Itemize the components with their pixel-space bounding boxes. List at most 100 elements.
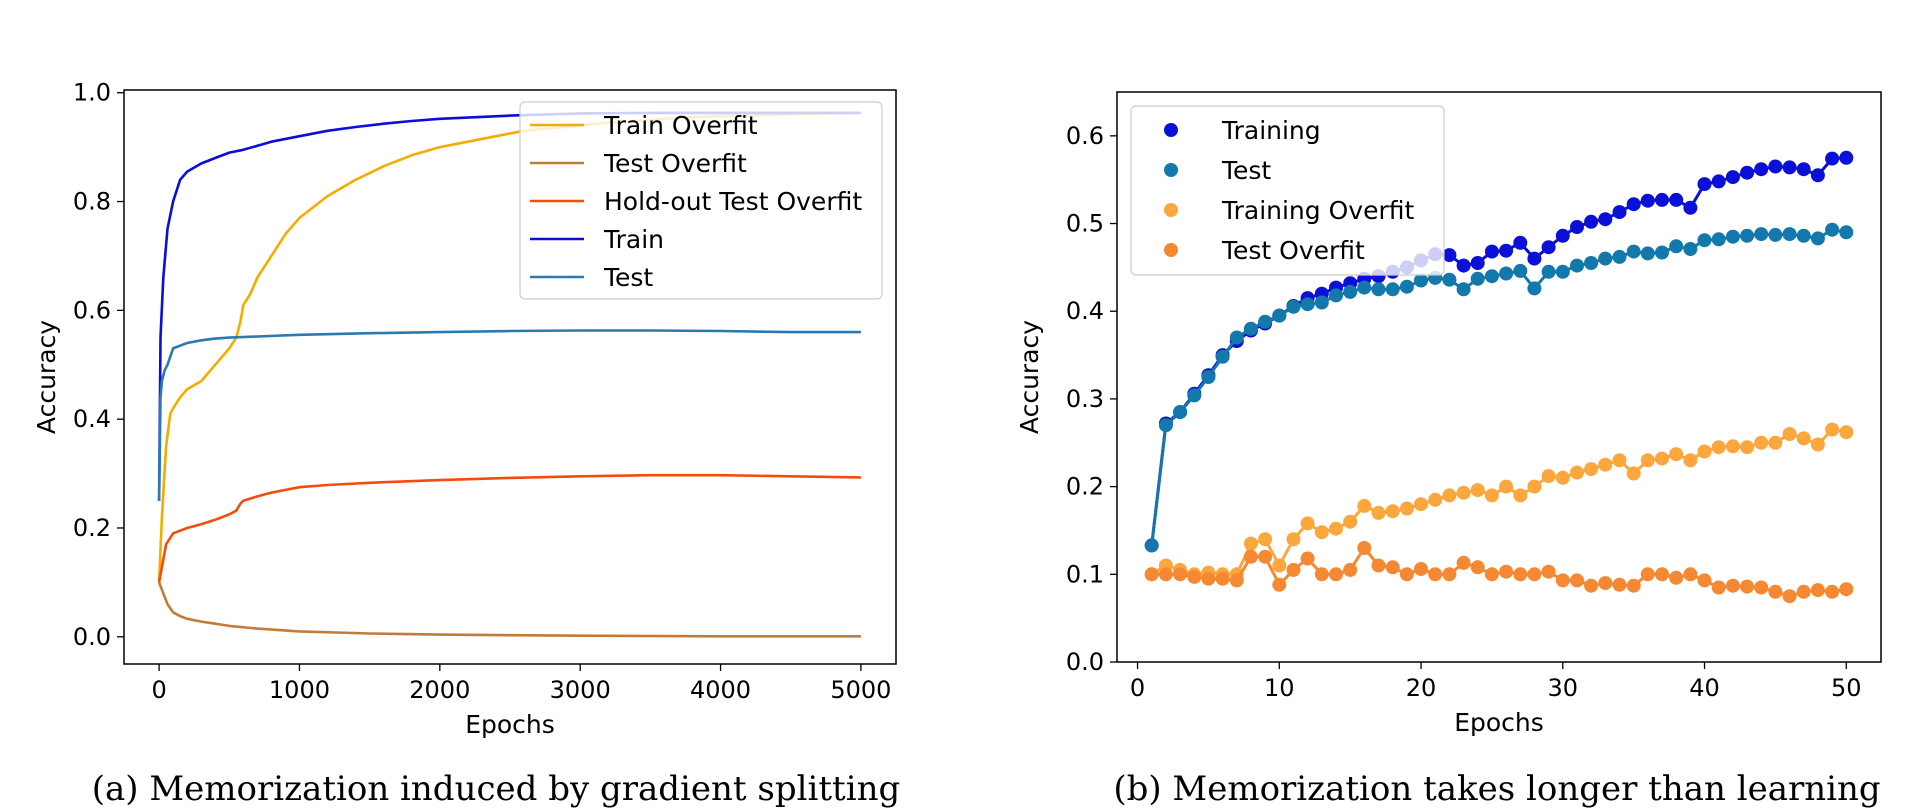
panel-b-point-training-overfit <box>1655 451 1669 466</box>
panel-b-point-test <box>1725 229 1740 244</box>
panel-b-point-test <box>1343 284 1358 299</box>
panel-b-point-test-overfit <box>1158 567 1173 582</box>
panel-a-legend-label-test: Test <box>603 263 653 292</box>
panel-b-point-training <box>1640 193 1655 208</box>
panel-b-x-tick-label: 30 <box>1548 674 1579 702</box>
panel-b-point-test-overfit <box>1414 562 1428 576</box>
panel-b-memorization-takes-longer: 0 10 20 30 40 50 0.0 0.1 0.2 0.3 0.4 0.5 0.6 Epochs… <box>1015 91 1882 808</box>
panel-b-point-training-overfit <box>1527 479 1542 494</box>
panel-b-point-test-overfit <box>1626 578 1641 593</box>
panel-a-y-tick-label: 1.0 <box>73 79 111 107</box>
panel-b-point-training <box>1782 160 1797 175</box>
panel-b-x-tick-label: 0 <box>1130 674 1145 702</box>
panel-b-x-tick-label: 50 <box>1831 674 1862 702</box>
panel-b-point-training <box>1810 168 1825 183</box>
panel-b-point-test-overfit <box>1740 579 1755 594</box>
panel-b-point-test-overfit <box>1470 560 1485 575</box>
panel-a-legend-label-train: Train <box>603 225 664 254</box>
panel-b-point-test-overfit <box>1201 571 1216 586</box>
panel-b-point-test-overfit <box>1144 567 1159 582</box>
panel-b-point-test-overfit <box>1655 567 1669 582</box>
panel-b-point-training-overfit <box>1286 532 1301 547</box>
panel-b-legend-marker-test-overfit <box>1164 243 1178 257</box>
panel-b-point-test <box>1782 227 1797 242</box>
panel-b-point-test-overfit <box>1725 578 1740 593</box>
panel-b-point-training <box>1768 159 1783 174</box>
panel-b-point-test <box>1796 228 1811 243</box>
panel-b-point-training-overfit <box>1541 469 1556 484</box>
panel-b-y-tick-label: 0.4 <box>1066 297 1104 325</box>
panel-b-point-test <box>1414 273 1428 288</box>
panel-b-point-training-overfit <box>1513 488 1528 503</box>
panel-b-point-test <box>1484 269 1499 284</box>
panel-b-point-training-overfit <box>1300 516 1315 531</box>
panel-b-point-training-overfit <box>1740 440 1755 455</box>
panel-a-legend-label-hold-out-test-overfit: Hold-out Test Overfit <box>604 187 862 216</box>
panel-b-point-test-overfit <box>1300 551 1315 566</box>
panel-b-point-training-overfit <box>1584 462 1599 477</box>
panel-b-point-test-overfit <box>1343 562 1358 577</box>
panel-b-point-test <box>1286 299 1301 314</box>
panel-b-point-training-overfit <box>1612 453 1627 468</box>
panel-b-point-training <box>1612 205 1627 220</box>
panel-b-point-test-overfit <box>1598 576 1613 591</box>
panel-b-point-training-overfit <box>1711 440 1726 455</box>
panel-a-series-line-test-overfit <box>157 581 861 638</box>
panel-b-point-training <box>1484 244 1499 259</box>
panel-a-legend-label-test-overfit: Test Overfit <box>603 149 747 178</box>
panel-b-point-training-overfit <box>1343 514 1358 529</box>
panel-b-point-training-overfit <box>1598 457 1613 472</box>
panel-b-point-test-overfit <box>1555 573 1570 588</box>
panel-b-point-test-overfit <box>1399 567 1414 582</box>
panel-b-point-training <box>1570 220 1584 234</box>
panel-b-point-test <box>1470 271 1485 286</box>
panel-b-point-training <box>1655 192 1669 207</box>
panel-b-point-test-overfit <box>1484 567 1499 582</box>
panel-b-x-tick-label: 20 <box>1406 674 1437 702</box>
panel-a-y-tick-label: 0.8 <box>73 188 111 216</box>
panel-b-point-test-overfit <box>1669 570 1684 585</box>
panel-b-point-test <box>1173 405 1188 420</box>
panel-b-point-test-overfit <box>1314 567 1329 582</box>
panel-b-point-test-overfit <box>1286 562 1301 577</box>
panel-b-point-test <box>1768 227 1783 242</box>
panel-b-point-test-overfit <box>1782 589 1797 604</box>
panel-b-point-test-overfit <box>1371 558 1386 573</box>
panel-a-x-axis-label: Epochs <box>465 710 555 739</box>
panel-b-point-training-overfit <box>1258 532 1273 547</box>
panel-b-point-training-overfit <box>1683 453 1698 468</box>
panel-b-legend-label-test: Test <box>1221 156 1271 185</box>
panel-b-point-test-overfit <box>1513 567 1528 582</box>
panel-b-point-training <box>1740 165 1755 180</box>
panel-b-x-ticks: 0 10 20 30 40 50 <box>1130 662 1862 702</box>
panel-b-point-test <box>1158 418 1173 433</box>
panel-a-legend-box <box>519 101 883 300</box>
panel-b-point-test-overfit <box>1612 577 1627 592</box>
panel-b-point-test <box>1300 297 1315 312</box>
panel-b-point-training-overfit <box>1484 488 1499 503</box>
panel-b-point-test <box>1711 232 1726 247</box>
panel-a-legend-label-train-overfit: Train Overfit <box>603 111 758 140</box>
panel-b-point-training <box>1626 197 1641 212</box>
panel-b-point-test <box>1399 279 1414 294</box>
panel-b-point-test-overfit <box>1357 541 1372 555</box>
panel-b-point-training <box>1541 240 1556 255</box>
panel-b-point-test-overfit <box>1527 567 1542 582</box>
panel-b-point-test <box>1144 538 1159 553</box>
panel-b-x-axis-label: Epochs <box>1454 708 1544 737</box>
panel-b-point-training <box>1499 243 1514 258</box>
panel-b-point-training-overfit <box>1839 425 1854 440</box>
panel-b-point-test <box>1740 228 1755 243</box>
panel-b-point-test-overfit <box>1258 549 1273 564</box>
panel-b-point-test <box>1626 244 1641 259</box>
panel-b-point-test-overfit <box>1810 583 1825 598</box>
panel-b-point-training-overfit <box>1414 497 1428 512</box>
panel-a-x-tick-label: 2000 <box>409 676 470 704</box>
panel-b-point-test <box>1258 314 1273 329</box>
panel-b-point-training-overfit <box>1725 439 1740 454</box>
panel-b-point-training <box>1470 256 1485 270</box>
panel-a-x-tick-label: 3000 <box>550 676 611 704</box>
panel-b-point-test <box>1272 308 1287 323</box>
panel-b-point-test <box>1442 272 1457 287</box>
